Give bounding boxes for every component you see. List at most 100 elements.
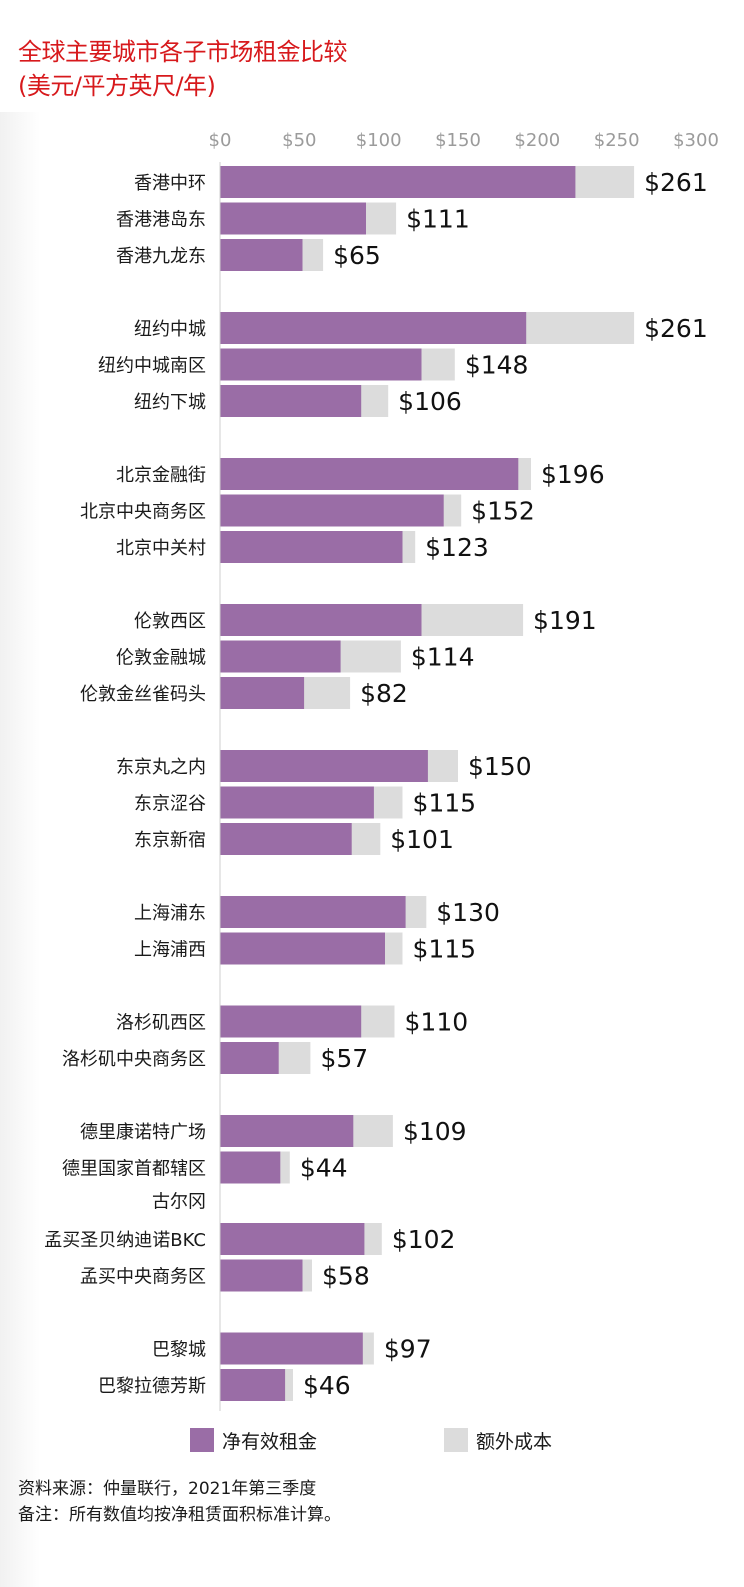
category-label: 上海浦东 bbox=[134, 903, 206, 924]
value-label: $102 bbox=[392, 1225, 456, 1254]
category-label: 东京丸之内 bbox=[116, 757, 206, 778]
category-label: 纽约中城 bbox=[134, 319, 206, 340]
bar-net-rent bbox=[220, 1005, 362, 1038]
bar-net-rent bbox=[220, 239, 303, 271]
category-label: 德里国家首都辖区 bbox=[62, 1159, 206, 1180]
category-label-line2: 古尔冈 bbox=[152, 1192, 206, 1213]
bar-net-rent bbox=[220, 1151, 281, 1184]
category-label: 纽约下城 bbox=[134, 392, 206, 413]
bar-net-rent bbox=[220, 348, 422, 381]
bar-net-rent bbox=[220, 1369, 286, 1401]
value-label: $114 bbox=[411, 643, 475, 672]
category-label: 巴黎城 bbox=[152, 1340, 206, 1361]
value-label: $261 bbox=[644, 168, 708, 197]
value-label: $123 bbox=[425, 533, 489, 562]
value-label: $46 bbox=[303, 1371, 351, 1400]
value-label: $130 bbox=[436, 898, 500, 927]
value-label: $191 bbox=[533, 606, 597, 635]
bar-net-rent bbox=[220, 1259, 303, 1292]
chart-subtitle: (美元/平方英尺/年) bbox=[18, 72, 216, 100]
category-label: 孟买中央商务区 bbox=[80, 1267, 206, 1288]
value-label: $65 bbox=[333, 241, 381, 270]
legend-swatch-extra bbox=[444, 1428, 468, 1452]
category-label: 东京涩谷 bbox=[134, 794, 206, 815]
value-label: $109 bbox=[403, 1117, 467, 1146]
bar-net-rent bbox=[220, 494, 444, 527]
category-label: 巴黎拉德芳斯 bbox=[98, 1376, 206, 1397]
category-label: 东京新宿 bbox=[134, 830, 206, 851]
category-label: 香港港岛东 bbox=[116, 210, 206, 231]
category-label: 上海浦西 bbox=[134, 940, 206, 961]
category-label: 伦敦金融城 bbox=[116, 648, 206, 669]
x-tick-label: $200 bbox=[514, 130, 560, 151]
bar-net-rent bbox=[220, 1115, 354, 1147]
category-label: 香港九龙东 bbox=[116, 246, 206, 267]
legend: 净有效租金 额外成本 bbox=[190, 1424, 710, 1456]
x-axis-ticks: $0 $50 $100 $150 $200 $250 $300 bbox=[209, 130, 719, 151]
category-label: 北京中关村 bbox=[116, 538, 206, 559]
category-label: 香港中环 bbox=[134, 173, 206, 194]
value-labels: $261 $111 $65 $261 $148$106 $196$152 $123 $191 $… bbox=[300, 168, 708, 1400]
bars bbox=[220, 166, 635, 1401]
bar-net-rent bbox=[220, 932, 385, 965]
category-label: 洛杉矶中央商务区 bbox=[62, 1049, 206, 1070]
value-label: $110 bbox=[405, 1008, 469, 1037]
bar-net-rent bbox=[220, 640, 341, 673]
category-label: 北京金融街 bbox=[116, 465, 206, 486]
bar-net-rent bbox=[220, 202, 366, 235]
bar-net-rent bbox=[220, 1332, 363, 1365]
bar-net-rent bbox=[220, 677, 305, 709]
bar-net-rent bbox=[220, 458, 519, 490]
value-label: $196 bbox=[541, 460, 605, 489]
value-label: $115 bbox=[412, 789, 476, 818]
value-label: $150 bbox=[468, 752, 532, 781]
value-label: $148 bbox=[465, 351, 529, 380]
legend-label-net: 净有效租金 bbox=[222, 1430, 318, 1453]
bar-net-rent bbox=[220, 786, 374, 819]
x-tick-label: $150 bbox=[435, 130, 481, 151]
x-tick-label: $0 bbox=[209, 130, 232, 151]
value-label: $111 bbox=[406, 205, 470, 234]
footer: 资料来源：仲量联行，2021年第三季度 备注：所有数值均按净租赁面积标准计算。 bbox=[18, 1476, 341, 1528]
value-label: $101 bbox=[390, 825, 454, 854]
legend-item-extra: 额外成本 bbox=[444, 1424, 552, 1456]
x-tick-label: $300 bbox=[673, 130, 719, 151]
legend-item-net: 净有效租金 bbox=[190, 1424, 317, 1456]
category-labels: 香港中环香港港岛东香港九龙东纽约中城纽约中城南区纽约下城北京金融街北京中央商务区… bbox=[44, 173, 206, 1397]
legend-swatch-net bbox=[190, 1428, 214, 1452]
legend-label-extra: 额外成本 bbox=[476, 1430, 553, 1453]
value-label: $44 bbox=[300, 1154, 348, 1183]
category-label: 孟买圣贝纳迪诺BKC bbox=[44, 1230, 206, 1251]
value-label: $106 bbox=[398, 387, 462, 416]
remark-note: 备注：所有数值均按净租赁面积标准计算。 bbox=[18, 1505, 341, 1525]
chart-title: 全球主要城市各子市场租金比较 bbox=[18, 38, 348, 66]
value-label: $82 bbox=[360, 679, 408, 708]
value-label: $57 bbox=[320, 1044, 368, 1073]
bar-net-rent bbox=[220, 896, 406, 928]
value-label: $58 bbox=[322, 1262, 370, 1291]
value-label: $115 bbox=[412, 935, 476, 964]
bar-net-rent bbox=[220, 823, 352, 855]
bar-net-rent bbox=[220, 604, 422, 636]
bar-net-rent bbox=[220, 1223, 365, 1255]
value-label: $261 bbox=[644, 314, 708, 343]
x-tick-label: $50 bbox=[282, 130, 316, 151]
category-label: 北京中央商务区 bbox=[80, 502, 206, 523]
category-label: 伦敦西区 bbox=[134, 611, 206, 632]
source-note: 资料来源：仲量联行，2021年第三季度 bbox=[18, 1479, 317, 1499]
category-label: 洛杉矶西区 bbox=[116, 1013, 206, 1034]
x-tick-label: $250 bbox=[594, 130, 640, 151]
bar-net-rent bbox=[220, 1042, 279, 1074]
bar-net-rent bbox=[220, 750, 428, 782]
value-label: $97 bbox=[384, 1335, 432, 1364]
category-label: 纽约中城南区 bbox=[98, 356, 206, 377]
category-label: 德里康诺特广场 bbox=[80, 1122, 206, 1143]
bar-net-rent bbox=[220, 531, 403, 563]
bar-net-rent bbox=[220, 312, 527, 344]
value-label: $152 bbox=[471, 497, 535, 526]
bar-chart: $0 $50 $100 $150 $200 $250 $300 香港中环香港港岛东香港九龙东… bbox=[44, 130, 719, 1411]
bar-net-rent bbox=[220, 166, 576, 198]
x-tick-label: $100 bbox=[356, 130, 402, 151]
bar-net-rent bbox=[220, 385, 362, 417]
category-label: 伦敦金丝雀码头 bbox=[80, 684, 206, 705]
